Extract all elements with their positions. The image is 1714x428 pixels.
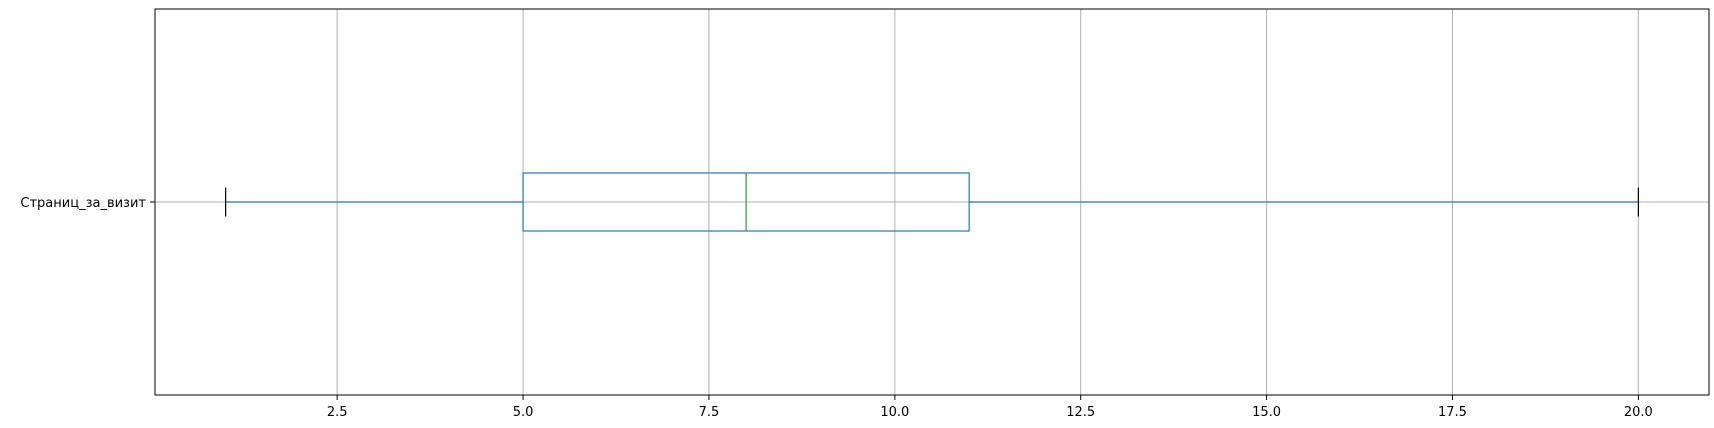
x-tick-label: 10.0 — [880, 405, 909, 420]
x-tick-label: 20.0 — [1624, 405, 1653, 420]
x-tick-label: 2.5 — [327, 405, 348, 420]
x-tick-label: 5.0 — [513, 405, 534, 420]
y-tick-label: Страниц_за_визит — [20, 196, 146, 211]
y-axis-ticks: Страниц_за_визит — [20, 196, 155, 211]
x-tick-label: 12.5 — [1066, 405, 1095, 420]
x-axis-ticks: 2.5 5.0 7.5 10.0 12.5 15.0 17.5 20.0 — [327, 395, 1653, 420]
x-tick-label: 15.0 — [1252, 405, 1281, 420]
x-tick-label: 17.5 — [1438, 405, 1467, 420]
x-tick-label: 7.5 — [699, 405, 720, 420]
box-elements — [225, 172, 1639, 232]
